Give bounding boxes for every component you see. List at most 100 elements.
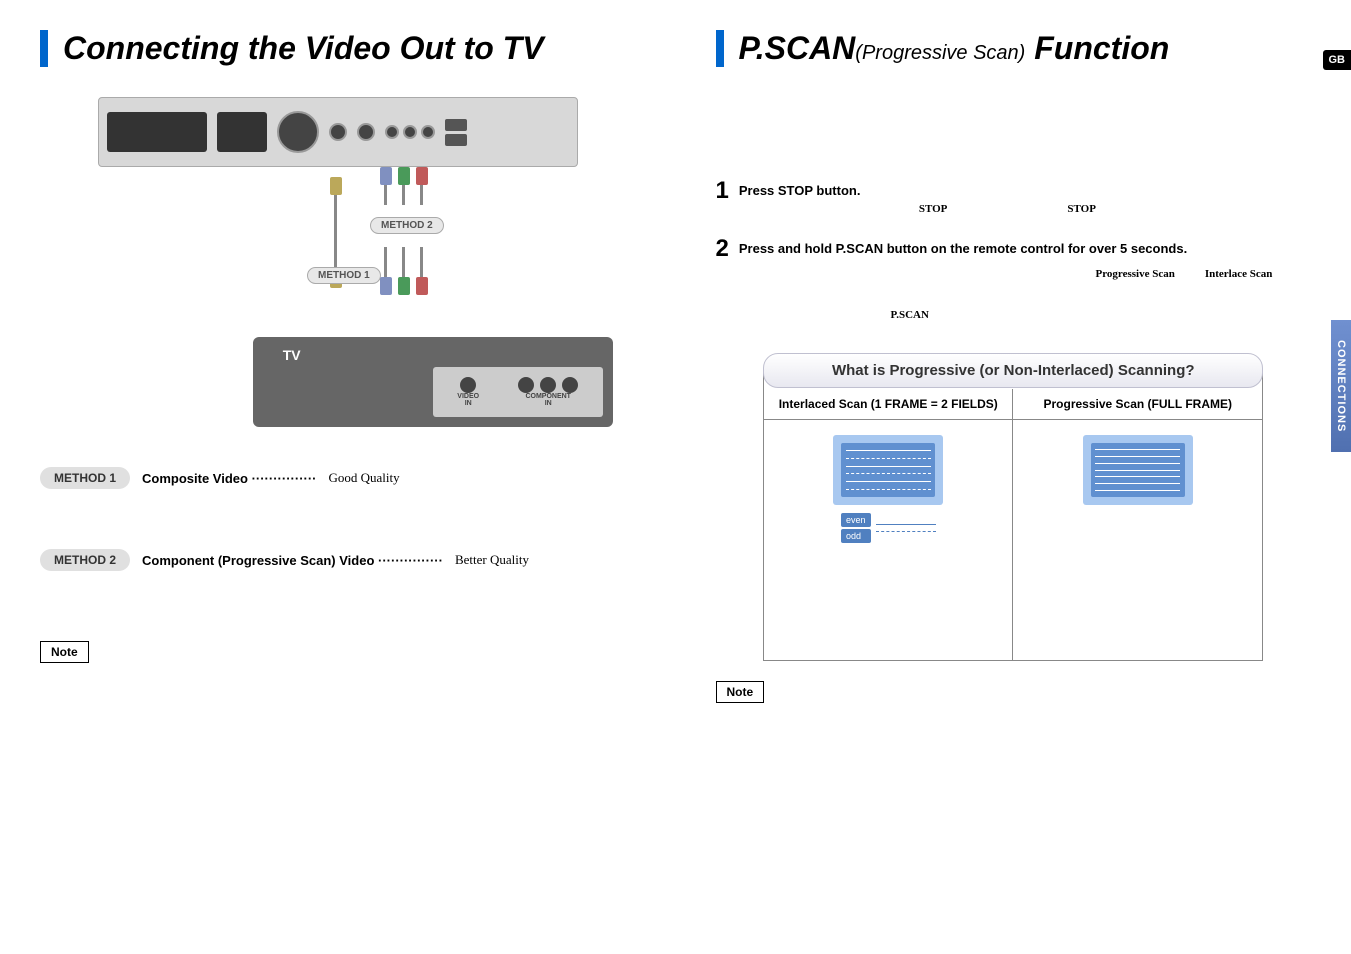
note-box-right: Note — [716, 681, 765, 703]
step1-text: Press STOP button. — [739, 183, 1311, 198]
arrow-group — [876, 524, 936, 532]
arrow-odd — [876, 531, 936, 532]
video-in-label: VIDEO IN — [457, 393, 479, 407]
interlace-scan-label: Interlace Scan — [1205, 268, 1273, 280]
progressive-header: Progressive Scan (FULL FRAME) — [1013, 389, 1262, 420]
progressive-scan-label: Progressive Scan — [1096, 268, 1175, 280]
gb-tag: GB — [1323, 50, 1351, 70]
tv-jack — [460, 377, 476, 393]
progressive-illustration — [1083, 435, 1193, 505]
scan-line — [846, 466, 931, 467]
even-label: even — [841, 513, 871, 527]
page-container: Connecting the Video Out to TV — [0, 0, 1351, 954]
field-labels: even odd — [841, 513, 936, 543]
cable-unit — [416, 247, 428, 295]
method1-pill: METHOD 1 — [40, 467, 130, 489]
interlaced-column: Interlaced Scan (1 FRAME = 2 FIELDS) — [764, 389, 1013, 660]
cable-method2-top — [380, 167, 428, 205]
right-title: P.SCAN(Progressive Scan) Function — [739, 30, 1312, 67]
cable-line — [384, 185, 387, 205]
step2-text: Press and hold P.SCAN button on the remo… — [739, 241, 1311, 256]
tv-box: TV VIDEO IN COMPONENT IN — [253, 337, 613, 427]
port-jack — [357, 123, 375, 141]
cable-line — [402, 247, 405, 277]
spacer — [716, 97, 1312, 157]
tv-input-area: VIDEO IN COMPONENT IN — [433, 367, 603, 417]
step2-row: 2 Press and hold P.SCAN button on the re… — [716, 235, 1312, 263]
port-jack — [329, 123, 347, 141]
scan-line — [1095, 456, 1180, 457]
title-main: P.SCAN — [739, 30, 856, 66]
tv-wrapper: TV VIDEO IN COMPONENT IN — [230, 337, 636, 427]
cable-line — [420, 185, 423, 205]
connections-tab: CONNECTIONS — [1331, 320, 1351, 452]
cable-unit — [380, 167, 392, 205]
port-stack — [445, 119, 467, 146]
pscan-label: P.SCAN — [891, 309, 929, 321]
scan-line — [1095, 463, 1180, 464]
scan-line — [1095, 470, 1180, 471]
method2-desc: Component (Progressive Scan) Video ·····… — [142, 553, 443, 568]
rear-panel-illustration — [98, 97, 578, 167]
port-block — [107, 112, 207, 152]
step2-mode-labels: Progressive Scan Interlace Scan — [1096, 268, 1312, 280]
scan-line — [1095, 476, 1180, 477]
progressive-column: Progressive Scan (FULL FRAME) — [1013, 389, 1262, 660]
scan-line — [846, 473, 931, 474]
step2-num: 2 — [716, 235, 729, 263]
plug-icon — [416, 277, 428, 295]
step1-labels: STOP STOP — [919, 203, 1311, 215]
port-jack — [445, 134, 467, 146]
method1-line: METHOD 1 Composite Video ···············… — [40, 467, 636, 489]
step2-content: Press and hold P.SCAN button on the remo… — [739, 235, 1311, 256]
cable-line — [384, 247, 387, 277]
port-block — [217, 112, 267, 152]
scan-line — [846, 450, 931, 451]
tv-jack — [540, 377, 556, 393]
stop-label-b: STOP — [1067, 203, 1096, 215]
method1-desc: Composite Video ··············· — [142, 471, 317, 486]
panel-ports — [99, 98, 577, 166]
note-box-left: Note — [40, 641, 89, 663]
field-box-group: even odd — [841, 513, 871, 543]
plug-icon — [416, 167, 428, 185]
tv-input-video: VIDEO IN — [457, 377, 479, 407]
scan-line — [1095, 483, 1180, 484]
scan-line — [1095, 490, 1180, 491]
progressive-body — [1013, 420, 1262, 660]
step1-row: 1 Press STOP button. STOP STOP — [716, 177, 1312, 215]
port-jack — [445, 119, 467, 131]
cable-unit — [398, 167, 410, 205]
arrow-even — [876, 524, 936, 525]
tv-input-component: COMPONENT IN — [518, 377, 578, 407]
method2-line: METHOD 2 Component (Progressive Scan) Vi… — [40, 549, 636, 571]
title-end: Function — [1034, 30, 1169, 66]
left-page: Connecting the Video Out to TV — [0, 0, 676, 954]
interlaced-illustration — [833, 435, 943, 505]
scan-line — [846, 481, 931, 482]
title-bar-left: Connecting the Video Out to TV — [40, 30, 636, 67]
scan-lines — [841, 443, 935, 497]
odd-label: odd — [841, 529, 871, 543]
interlaced-body: even odd — [764, 420, 1012, 660]
tv-jack — [562, 377, 578, 393]
tv-jack — [518, 377, 534, 393]
cable-method2-bottom — [380, 247, 428, 295]
port-jack — [403, 125, 417, 139]
component-in-label: COMPONENT IN — [518, 393, 578, 407]
cable-line — [402, 185, 405, 205]
scan-line — [846, 489, 931, 490]
cable-line — [334, 195, 337, 270]
title-bar-right: P.SCAN(Progressive Scan) Function — [716, 30, 1312, 67]
cable-unit — [398, 247, 410, 295]
port-jack — [385, 125, 399, 139]
port-group — [385, 125, 435, 139]
interlaced-header: Interlaced Scan (1 FRAME = 2 FIELDS) — [764, 389, 1012, 420]
step1-content: Press STOP button. STOP STOP — [739, 177, 1311, 215]
port-fan — [277, 111, 319, 153]
method-label-1: METHOD 1 — [307, 267, 381, 284]
method2-pill: METHOD 2 — [40, 549, 130, 571]
plug-icon — [380, 167, 392, 185]
title-sub: (Progressive Scan) — [855, 42, 1025, 64]
cable-line — [420, 247, 423, 277]
